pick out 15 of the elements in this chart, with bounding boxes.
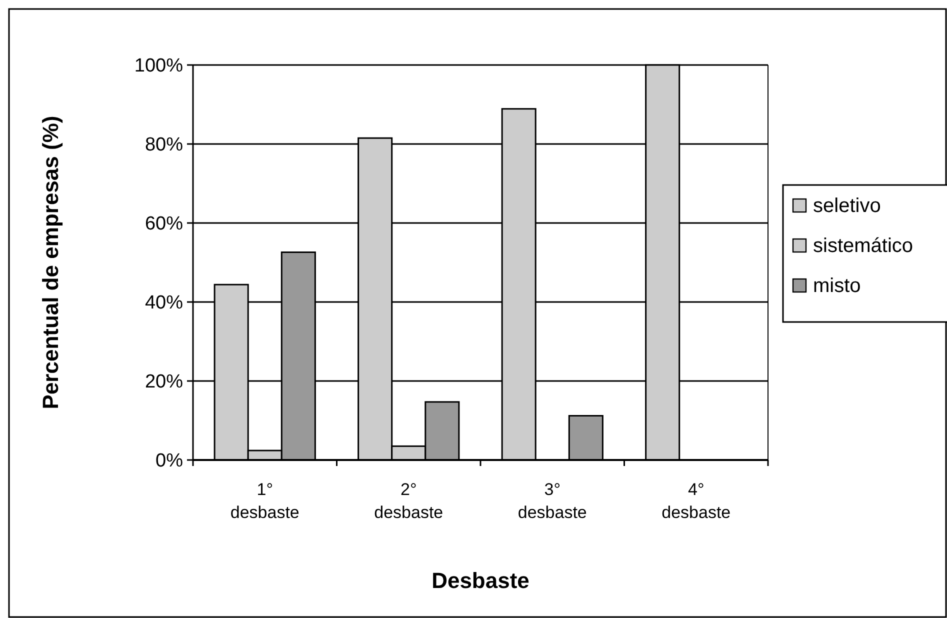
legend-label: seletivo	[813, 195, 881, 217]
y-tick-label: 20%	[144, 372, 184, 393]
y-axis-title: Percentual de empresas (%)	[38, 116, 63, 410]
y-tick-label: 0%	[156, 450, 184, 472]
y-tick-label: 60%	[144, 214, 184, 235]
legend-label: misto	[813, 275, 861, 297]
x-axis-title: Desbaste	[432, 568, 530, 593]
x-tick-label: 3° desbaste	[518, 480, 587, 522]
x-tick-label: 1° desbaste	[230, 480, 300, 522]
x-tick-label: 4° desbaste	[662, 480, 731, 522]
y-tick-label: 100%	[134, 56, 184, 77]
y-tick-label: 40%	[144, 292, 184, 314]
legend-label: sistemático	[813, 235, 914, 257]
x-tick-label: 2° desbaste	[374, 480, 444, 522]
y-tick-label: 80%	[144, 134, 184, 156]
